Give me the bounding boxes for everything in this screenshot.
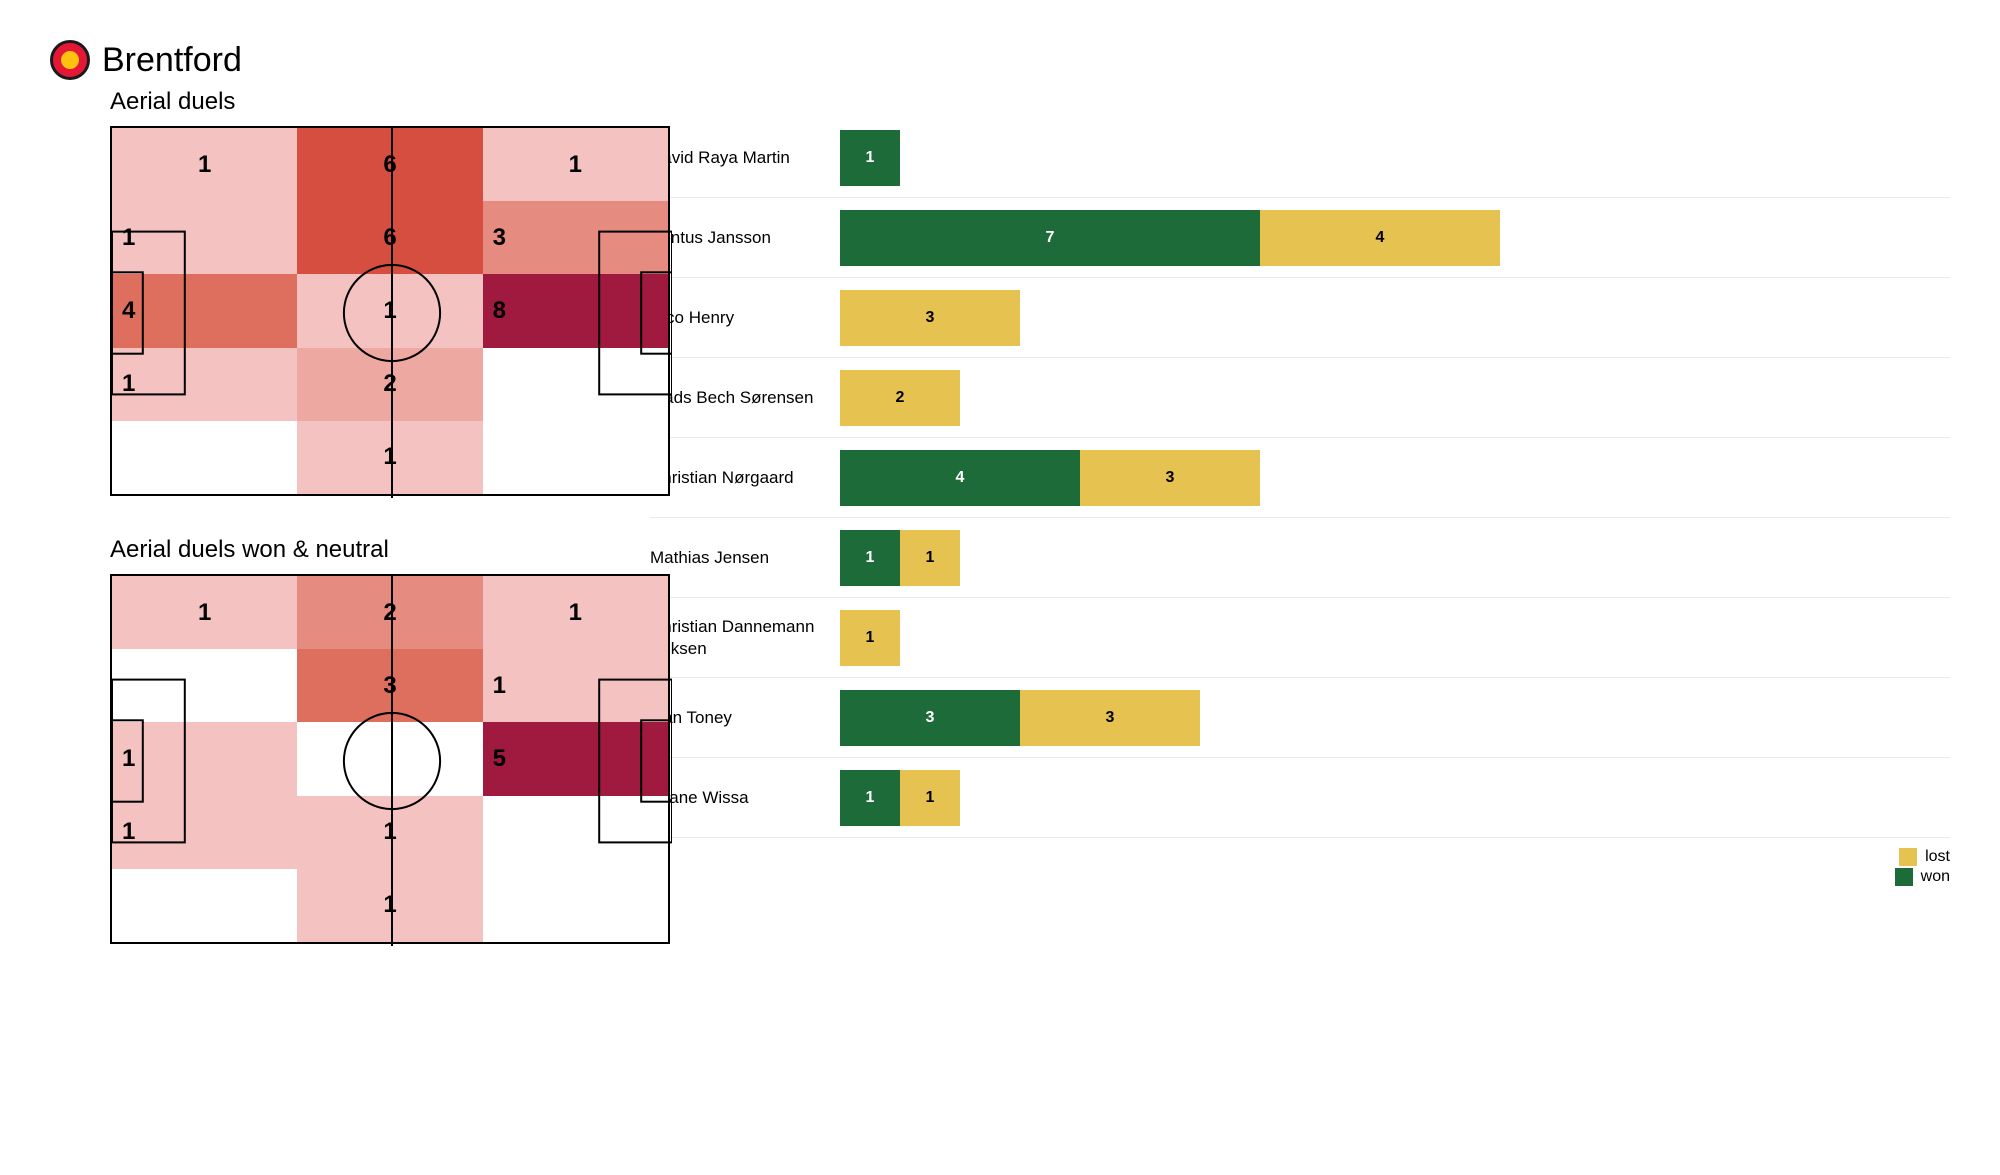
bar-segment-lost: 1 bbox=[840, 610, 900, 666]
heatmaps-column: Aerial duels161163418121 Aerial duels wo… bbox=[50, 88, 610, 984]
player-name: Pontus Jansson bbox=[650, 227, 840, 248]
pitch-cell: 8 bbox=[483, 274, 668, 347]
pitch-cell: 1 bbox=[112, 576, 297, 649]
legend-label: lost bbox=[1925, 848, 1950, 866]
pitch-cell: 1 bbox=[112, 201, 297, 274]
pitch-cell: 3 bbox=[297, 649, 482, 722]
player-row: Christian Dannemann Eriksen1 bbox=[650, 598, 1950, 678]
bar-segment-won: 1 bbox=[840, 530, 900, 586]
player-bar-area: 3 bbox=[840, 278, 1950, 357]
pitch-cell: 5 bbox=[483, 722, 668, 795]
player-name: Christian Dannemann Eriksen bbox=[650, 616, 840, 659]
bar-segment-won: 3 bbox=[840, 690, 1020, 746]
pitch-title: Aerial duels won & neutral bbox=[110, 536, 610, 564]
pitch-cell: 6 bbox=[297, 128, 482, 201]
pitch-cell bbox=[112, 869, 297, 942]
bar-segment-lost: 2 bbox=[840, 370, 960, 426]
pitch-cell bbox=[483, 348, 668, 421]
pitch-cell: 3 bbox=[483, 201, 668, 274]
player-name: David Raya Martin bbox=[650, 147, 840, 168]
pitch-grid: 1213115111 bbox=[112, 576, 668, 942]
pitch-cell: 1 bbox=[483, 649, 668, 722]
bar-segment-won: 1 bbox=[840, 130, 900, 186]
bar-segment-won: 7 bbox=[840, 210, 1260, 266]
legend-swatch-icon bbox=[1895, 868, 1913, 886]
legend-swatch-icon bbox=[1899, 848, 1917, 866]
pitch-cell bbox=[112, 649, 297, 722]
player-row: Ivan Toney33 bbox=[650, 678, 1950, 758]
pitch-cell: 1 bbox=[297, 421, 482, 494]
player-bar-area: 2 bbox=[840, 358, 1950, 437]
bar-segment-won: 4 bbox=[840, 450, 1080, 506]
pitch-cell bbox=[297, 722, 482, 795]
pitch-cell: 6 bbox=[297, 201, 482, 274]
player-name: Rico Henry bbox=[650, 307, 840, 328]
player-bar-area: 1 bbox=[840, 598, 1950, 677]
player-bar-area: 43 bbox=[840, 438, 1950, 517]
pitch-title: Aerial duels bbox=[110, 88, 610, 116]
bar-chart-column: David Raya Martin1Pontus Jansson74Rico H… bbox=[650, 88, 1950, 984]
pitch-cell: 2 bbox=[297, 348, 482, 421]
team-name: Brentford bbox=[102, 41, 242, 80]
player-row: Mads Bech Sørensen2 bbox=[650, 358, 1950, 438]
bar-segment-lost: 1 bbox=[900, 770, 960, 826]
pitch-cell: 1 bbox=[112, 722, 297, 795]
player-row: David Raya Martin1 bbox=[650, 118, 1950, 198]
player-bar-area: 11 bbox=[840, 758, 1950, 837]
bar-segment-lost: 3 bbox=[840, 290, 1020, 346]
pitch-cell: 1 bbox=[297, 869, 482, 942]
player-row: Pontus Jansson74 bbox=[650, 198, 1950, 278]
legend-item: lost bbox=[1899, 848, 1950, 866]
pitch-cell: 4 bbox=[112, 274, 297, 347]
pitch-cell bbox=[483, 421, 668, 494]
pitch-grid: 161163418121 bbox=[112, 128, 668, 494]
player-row: Mathias Jensen11 bbox=[650, 518, 1950, 598]
pitch-cell: 1 bbox=[297, 274, 482, 347]
pitch-section: Aerial duels161163418121 bbox=[110, 88, 610, 496]
player-row: Yoane Wissa11 bbox=[650, 758, 1950, 838]
player-bar-area: 1 bbox=[840, 118, 1950, 197]
player-bar-area: 74 bbox=[840, 198, 1950, 277]
pitch-cell bbox=[483, 796, 668, 869]
bar-segment-lost: 3 bbox=[1020, 690, 1200, 746]
player-bar-list: David Raya Martin1Pontus Jansson74Rico H… bbox=[650, 118, 1950, 838]
pitch-cell: 2 bbox=[297, 576, 482, 649]
player-row: Rico Henry3 bbox=[650, 278, 1950, 358]
player-name: Ivan Toney bbox=[650, 707, 840, 728]
pitch-cell: 1 bbox=[112, 796, 297, 869]
player-name: Yoane Wissa bbox=[650, 787, 840, 808]
player-bar-area: 33 bbox=[840, 678, 1950, 757]
bar-segment-won: 1 bbox=[840, 770, 900, 826]
pitch-cell: 1 bbox=[112, 348, 297, 421]
legend-item: won bbox=[1895, 868, 1950, 886]
pitch-cell: 1 bbox=[112, 128, 297, 201]
player-name: Mads Bech Sørensen bbox=[650, 387, 840, 408]
player-bar-area: 11 bbox=[840, 518, 1950, 597]
pitch-cell bbox=[112, 421, 297, 494]
player-row: Christian Nørgaard43 bbox=[650, 438, 1950, 518]
legend-label: won bbox=[1921, 868, 1950, 886]
pitch-cell: 1 bbox=[483, 128, 668, 201]
bar-segment-lost: 3 bbox=[1080, 450, 1260, 506]
pitch-cell: 1 bbox=[483, 576, 668, 649]
main-layout: Aerial duels161163418121 Aerial duels wo… bbox=[50, 88, 1950, 984]
pitch-cell: 1 bbox=[297, 796, 482, 869]
header: Brentford bbox=[50, 40, 1950, 80]
pitch-cell bbox=[483, 869, 668, 942]
pitch-section: Aerial duels won & neutral1213115111 bbox=[110, 536, 610, 944]
bar-segment-lost: 4 bbox=[1260, 210, 1500, 266]
team-logo-icon bbox=[50, 40, 90, 80]
legend: lost won bbox=[650, 848, 1950, 886]
player-name: Mathias Jensen bbox=[650, 547, 840, 568]
pitch-heatmap: 161163418121 bbox=[110, 126, 670, 496]
bar-segment-lost: 1 bbox=[900, 530, 960, 586]
pitch-heatmap: 1213115111 bbox=[110, 574, 670, 944]
player-name: Christian Nørgaard bbox=[650, 467, 840, 488]
